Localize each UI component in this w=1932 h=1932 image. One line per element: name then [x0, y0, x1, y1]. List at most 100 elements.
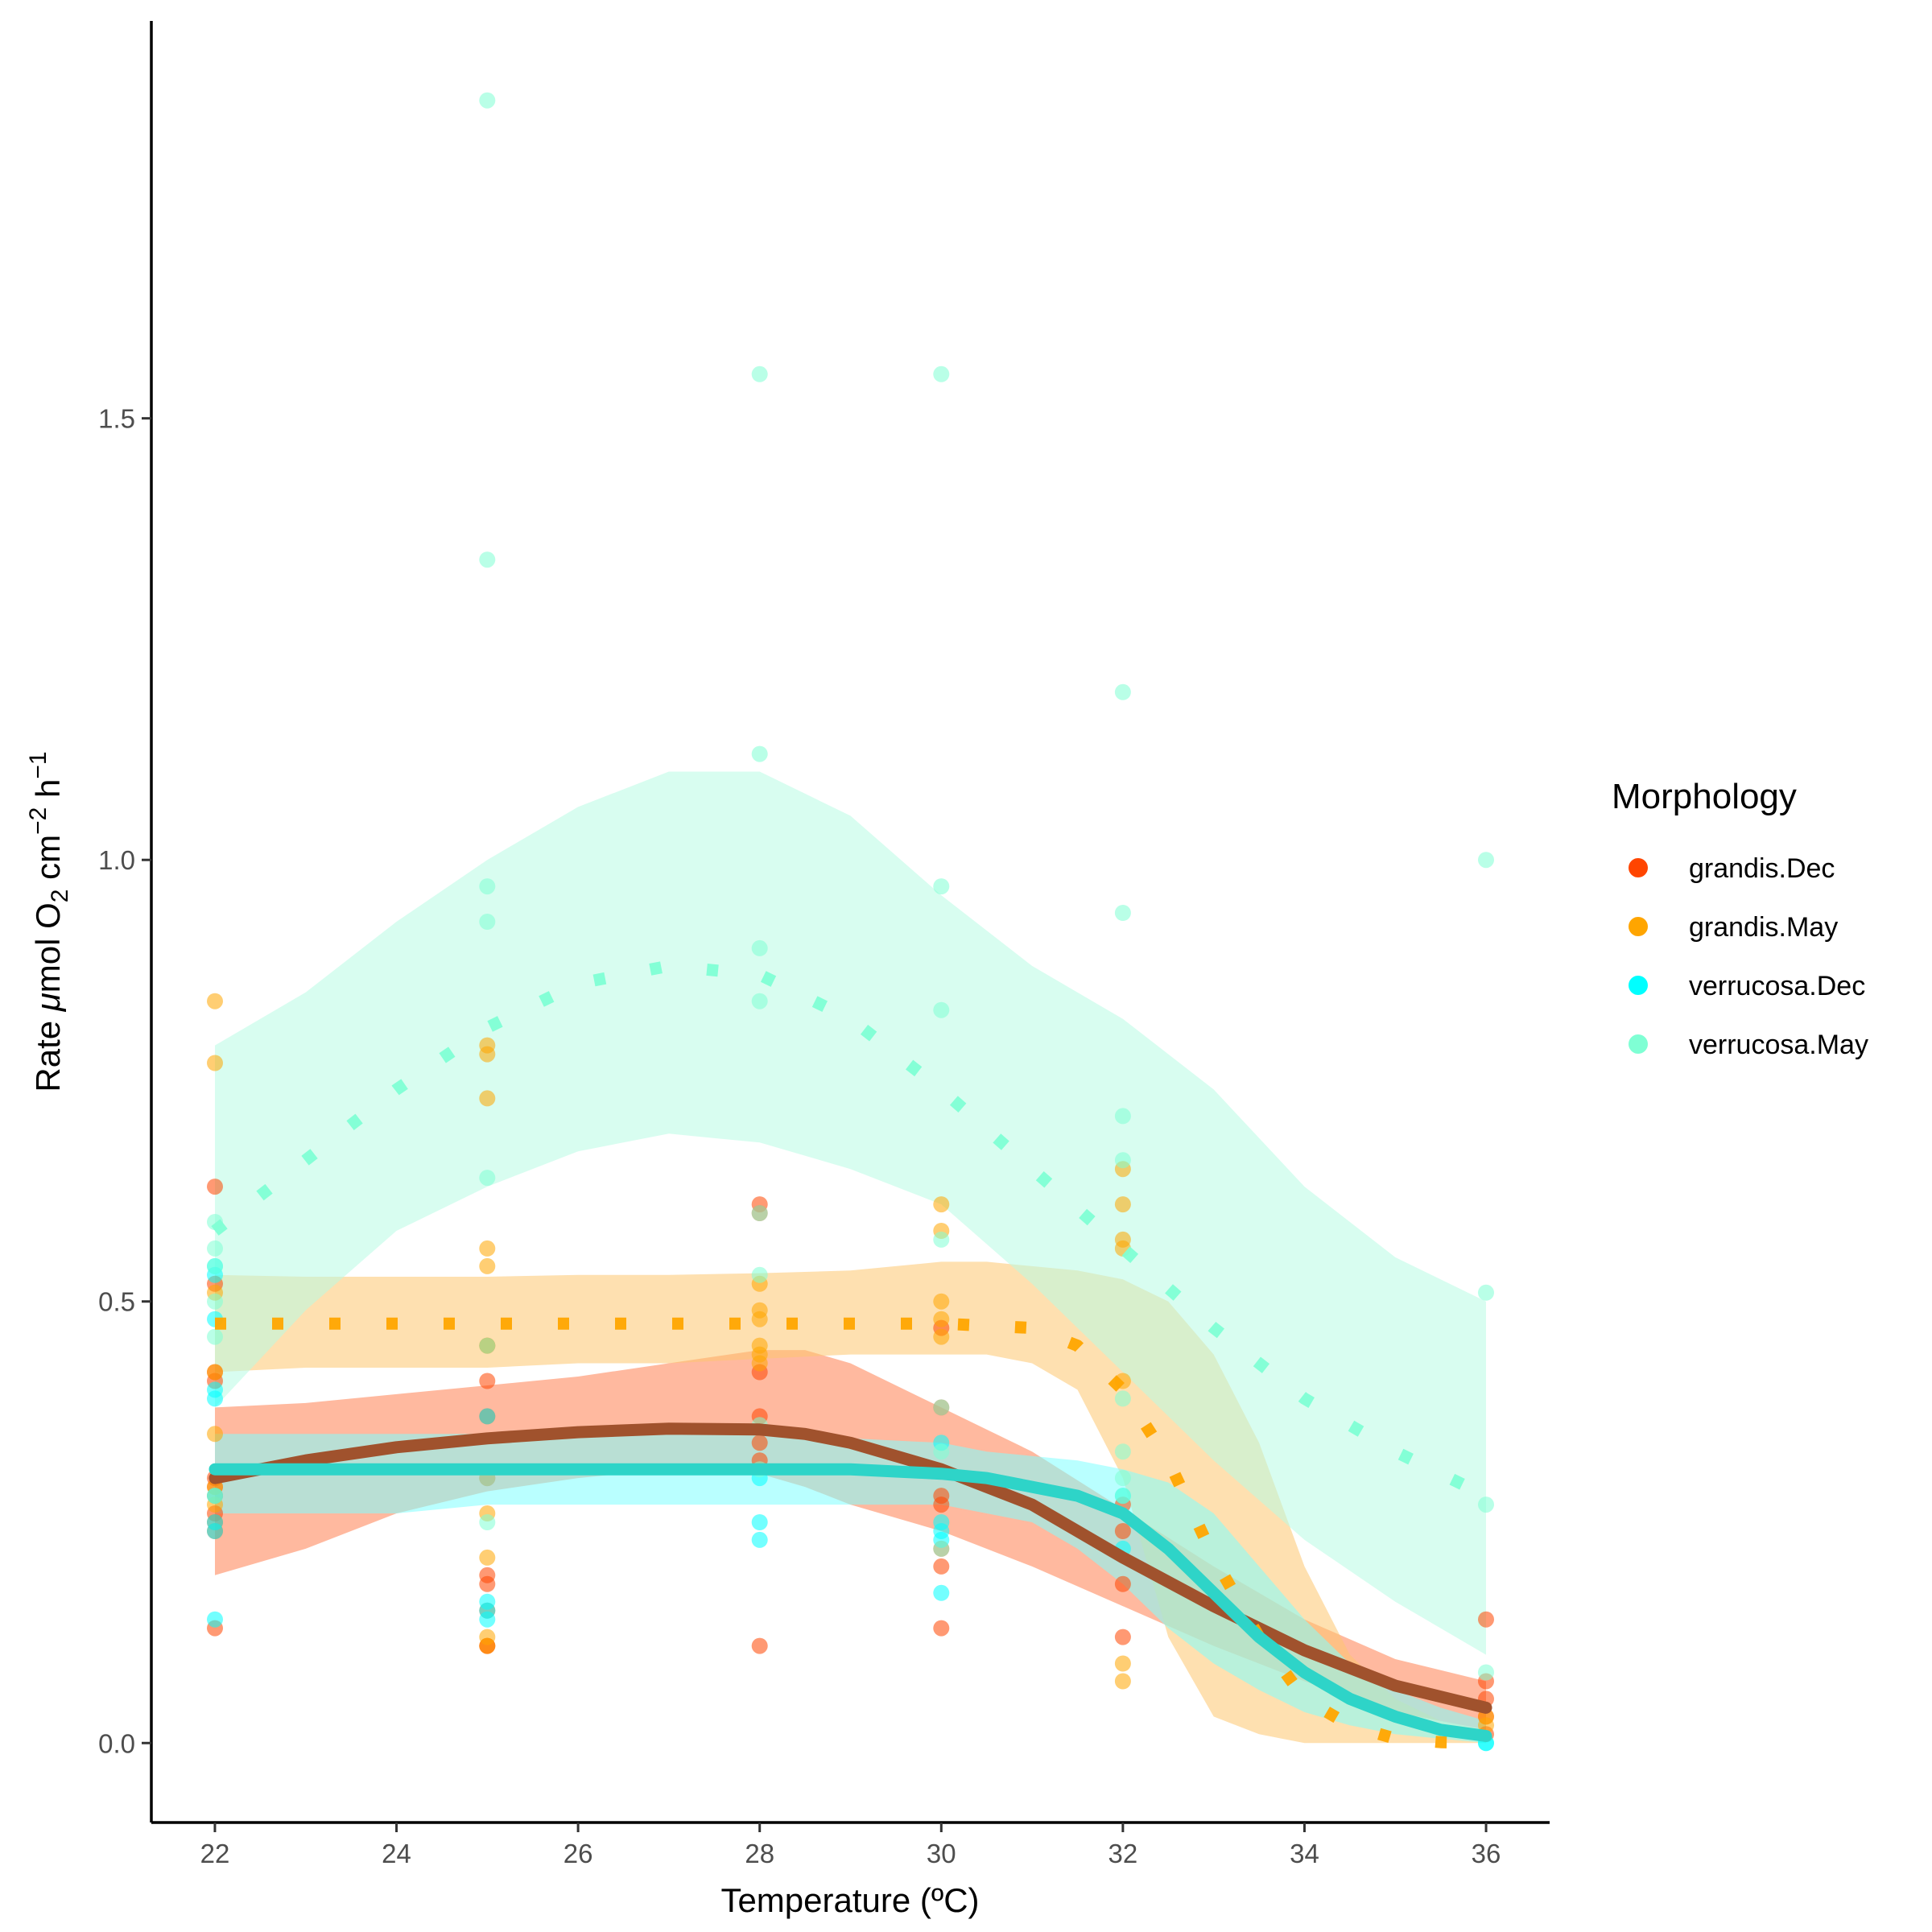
point-verrucosa-may	[1114, 1443, 1131, 1460]
point-verrucosa-may	[751, 939, 768, 956]
y-tick-label: 1.0	[98, 845, 135, 875]
legend-key-grandis-may	[1629, 917, 1648, 936]
x-tick-label: 30	[927, 1839, 956, 1868]
point-verrucosa-dec	[751, 1531, 768, 1548]
point-grandis-may	[479, 1637, 496, 1654]
point-verrucosa-may	[751, 1266, 768, 1283]
point-grandis-dec	[751, 1435, 768, 1451]
y-tick-label: 1.5	[98, 404, 135, 434]
point-grandis-dec	[1114, 1629, 1131, 1645]
point-grandis-may	[1114, 1196, 1131, 1213]
point-verrucosa-may	[1114, 1488, 1131, 1505]
point-grandis-may	[933, 1311, 950, 1327]
point-verrucosa-may	[207, 1328, 223, 1345]
y-title-h: h	[29, 779, 67, 807]
y-title-prefix: Rate	[29, 1011, 67, 1092]
x-tick-label: 22	[200, 1839, 230, 1868]
point-verrucosa-may	[479, 92, 496, 109]
x-axis-title: Temperature (ºC)	[720, 1881, 979, 1919]
point-grandis-dec	[1114, 1575, 1131, 1592]
point-verrucosa-may	[933, 878, 950, 895]
point-grandis-may	[933, 1196, 950, 1213]
point-grandis-may	[479, 1257, 496, 1274]
point-grandis-dec	[207, 1179, 223, 1195]
fit-line-verrucosa-dec	[208, 1463, 1492, 1742]
point-grandis-dec	[933, 1620, 950, 1637]
point-grandis-may	[207, 1055, 223, 1071]
x-tick-label: 26	[564, 1839, 593, 1868]
point-verrucosa-may	[933, 1001, 950, 1018]
point-verrucosa-may	[933, 1231, 950, 1248]
point-verrucosa-may	[1114, 683, 1131, 700]
point-verrucosa-may	[1478, 1284, 1494, 1301]
point-verrucosa-dec	[479, 1408, 496, 1425]
y-title-sub: 2	[47, 890, 73, 903]
point-grandis-may	[479, 1240, 496, 1257]
point-verrucosa-may	[751, 993, 768, 1009]
point-verrucosa-may	[1114, 1152, 1131, 1169]
point-verrucosa-dec	[933, 1584, 950, 1601]
point-grandis-dec	[479, 1373, 496, 1389]
point-verrucosa-may	[479, 1170, 496, 1187]
y-tick-label: 0.0	[98, 1728, 135, 1758]
legend-title: Morphology	[1612, 777, 1797, 816]
point-verrucosa-may	[933, 1399, 950, 1416]
band-verrucosa-dec	[215, 1434, 1486, 1744]
y-title-sup2: −1	[25, 751, 52, 778]
x-ticks: 22 24 26 28 30 32 34 36	[200, 1823, 1501, 1868]
point-grandis-may	[207, 993, 223, 1009]
x-tick-label: 32	[1108, 1839, 1138, 1868]
y-axis-title: Rate μmol O2 cm−2 h−1	[25, 751, 73, 1092]
legend-key-verrucosa-may	[1629, 1034, 1648, 1054]
axes	[150, 21, 1550, 1824]
point-grandis-dec	[479, 1575, 496, 1592]
point-grandis-may	[933, 1293, 950, 1310]
point-grandis-may	[1114, 1673, 1131, 1690]
point-grandis-may	[479, 1549, 496, 1566]
point-verrucosa-dec	[479, 1611, 496, 1628]
fit-lines	[208, 960, 1492, 1749]
point-grandis-dec	[933, 1496, 950, 1513]
point-verrucosa-may	[1478, 1496, 1494, 1513]
point-verrucosa-may	[933, 365, 950, 382]
point-grandis-may	[933, 1328, 950, 1345]
y-tick-label: 0.5	[98, 1287, 135, 1317]
point-grandis-may	[1114, 1655, 1131, 1672]
y-title-sup1: −2	[25, 807, 52, 835]
point-verrucosa-may	[479, 1337, 496, 1354]
y-ticks: 0.0 0.5 1.0 1.5	[98, 404, 151, 1758]
point-verrucosa-may	[207, 1240, 223, 1257]
point-grandis-may	[751, 1311, 768, 1327]
y-title-cm: cm	[29, 835, 67, 890]
point-verrucosa-may	[1478, 852, 1494, 869]
point-verrucosa-may	[751, 365, 768, 382]
point-grandis-may	[751, 1355, 768, 1372]
point-grandis-dec	[1114, 1523, 1131, 1539]
point-verrucosa-dec	[207, 1523, 223, 1539]
point-verrucosa-dec	[479, 1593, 496, 1610]
point-grandis-dec	[751, 1637, 768, 1654]
point-verrucosa-may	[207, 1293, 223, 1310]
point-verrucosa-may	[751, 1205, 768, 1221]
legend-label-grandis-may: grandis.May	[1689, 912, 1838, 943]
point-verrucosa-may	[479, 914, 496, 930]
point-verrucosa-may	[751, 745, 768, 762]
x-tick-label: 34	[1290, 1839, 1319, 1868]
point-verrucosa-may	[1114, 1108, 1131, 1125]
point-verrucosa-may	[479, 878, 496, 895]
confidence-bands	[215, 771, 1486, 1744]
x-tick-label: 28	[745, 1839, 774, 1868]
band-verrucosa-may	[215, 771, 1486, 1655]
point-verrucosa-may	[933, 1540, 950, 1557]
point-verrucosa-may	[207, 1488, 223, 1505]
point-verrucosa-may	[1114, 905, 1131, 921]
fit-line-grandis-may	[215, 1317, 1487, 1749]
point-grandis-may	[207, 1426, 223, 1443]
x-tick-label: 36	[1472, 1839, 1501, 1868]
point-verrucosa-dec	[207, 1611, 223, 1628]
legend-label-verrucosa-may: verrucosa.May	[1689, 1030, 1868, 1060]
point-verrucosa-may	[479, 551, 496, 568]
legend: Morphology grandis.Dec grandis.May verruco…	[1612, 777, 1868, 1060]
point-grandis-may	[479, 1090, 496, 1107]
